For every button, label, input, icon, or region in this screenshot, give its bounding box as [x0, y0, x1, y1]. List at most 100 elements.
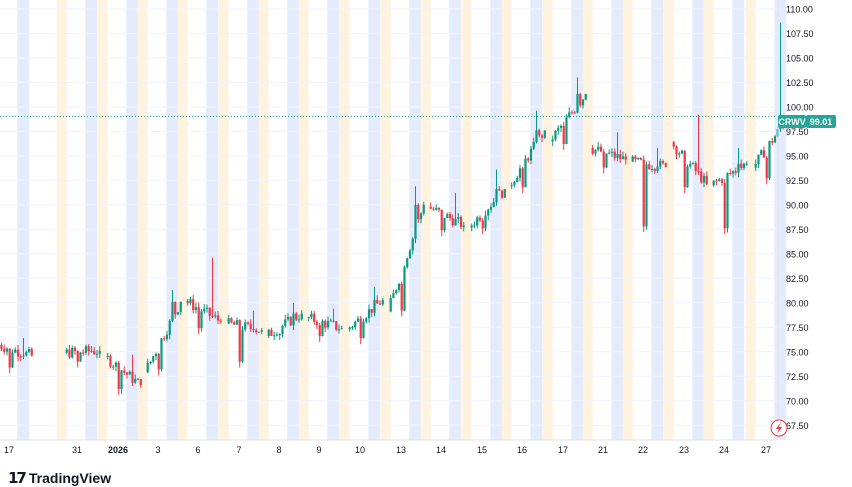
postmarket-band	[774, 0, 787, 440]
candle-body	[487, 209, 490, 216]
premarket-band	[56, 0, 67, 440]
candle-body	[362, 321, 365, 339]
candle-body	[489, 206, 493, 210]
premarket-band	[339, 0, 350, 440]
candle-body	[768, 141, 771, 179]
candle-body	[356, 318, 360, 322]
candle-body	[478, 217, 482, 221]
candle-body	[624, 156, 627, 160]
candle-body	[208, 307, 211, 316]
candle-body	[437, 207, 441, 210]
tradingview-logo[interactable]: 17 TradingView	[8, 469, 111, 487]
candle-body	[219, 320, 222, 322]
candle-body	[227, 318, 230, 324]
premarket-band	[420, 0, 431, 440]
candle-body	[252, 329, 255, 331]
candle-body	[286, 317, 290, 320]
candle-body	[691, 163, 695, 165]
candle-body	[123, 370, 126, 373]
candle-body	[414, 204, 417, 239]
candle-body	[90, 350, 93, 352]
candle-body	[642, 159, 645, 227]
candle-body	[723, 182, 726, 229]
candle-body	[734, 171, 737, 173]
candle-body	[619, 154, 622, 160]
candle-body	[675, 146, 678, 155]
candle-body	[718, 179, 721, 181]
candle-body	[446, 214, 449, 218]
price-tick-label: 95.00	[786, 151, 809, 161]
time-tick-label: 15	[477, 445, 487, 455]
candle-body	[656, 166, 659, 171]
candle-body	[510, 185, 513, 187]
candle-body	[128, 371, 131, 375]
price-tick-label: 102.50	[786, 78, 814, 88]
candle-body	[249, 323, 252, 330]
candle-body	[289, 317, 292, 326]
last-price-badge-bg	[806, 115, 836, 128]
candle-body	[653, 169, 656, 171]
candle-body	[238, 320, 241, 362]
price-tick-label: 105.00	[786, 53, 814, 63]
candles	[0, 22, 790, 395]
premarket-band	[97, 0, 108, 440]
last-price-label: 99.01	[810, 117, 833, 127]
candle-body	[476, 217, 479, 226]
candle-body	[136, 378, 140, 380]
candle-body	[205, 307, 209, 309]
candle-body	[315, 321, 319, 326]
candle-body	[518, 168, 522, 179]
candle-body	[241, 329, 244, 362]
candle-body	[492, 202, 495, 207]
candle-body	[712, 180, 715, 186]
candle-body	[742, 163, 746, 169]
candle-body	[326, 321, 330, 328]
candle-body	[448, 214, 452, 219]
candle-body	[554, 130, 557, 140]
candle-body	[189, 299, 192, 304]
price-tick-label: 82.50	[786, 274, 809, 284]
candle-body	[381, 299, 384, 305]
candle-body	[432, 208, 435, 210]
candle-body	[481, 220, 484, 229]
candle-body	[524, 158, 527, 188]
candle-body	[246, 322, 250, 324]
candle-body	[19, 356, 22, 358]
price-chart[interactable]: 110.00 107.50 105.00 102.50 100.00 97.50 95.00…	[0, 0, 852, 463]
postmarket-band	[571, 0, 584, 440]
candle-body	[0, 344, 3, 349]
premarket-band	[218, 0, 229, 440]
candle-body	[411, 238, 414, 251]
candle-body	[260, 330, 263, 332]
candle-body	[650, 169, 654, 171]
price-tick-label: 87.50	[786, 225, 809, 235]
candle-body	[292, 313, 295, 326]
candle-body	[284, 319, 287, 326]
candle-body	[313, 313, 316, 322]
candle-body	[365, 318, 368, 322]
premarket-band	[461, 0, 472, 440]
candle-body	[562, 125, 565, 145]
price-tick-label: 110.00	[786, 4, 813, 14]
candle-body	[576, 94, 579, 113]
candle-body	[373, 299, 376, 313]
price-badge: CRWV 99.01	[778, 115, 836, 128]
candle-body	[176, 312, 180, 315]
candle-body	[120, 370, 123, 390]
postmarket-band	[85, 0, 98, 440]
candle-body	[570, 112, 574, 114]
candle-body	[403, 267, 406, 311]
candle-body	[720, 179, 724, 183]
postmarket-band	[732, 0, 745, 440]
candle-body	[754, 164, 757, 168]
postmarket-band	[692, 0, 705, 440]
postmarket-band	[651, 0, 664, 440]
candle-body	[168, 320, 171, 335]
candle-body	[597, 146, 600, 150]
candle-body	[397, 283, 401, 290]
candle-body	[8, 348, 11, 368]
lightning-icon[interactable]	[770, 419, 788, 437]
premarket-band	[177, 0, 188, 440]
candle-body	[348, 327, 351, 330]
candle-body	[400, 283, 403, 311]
